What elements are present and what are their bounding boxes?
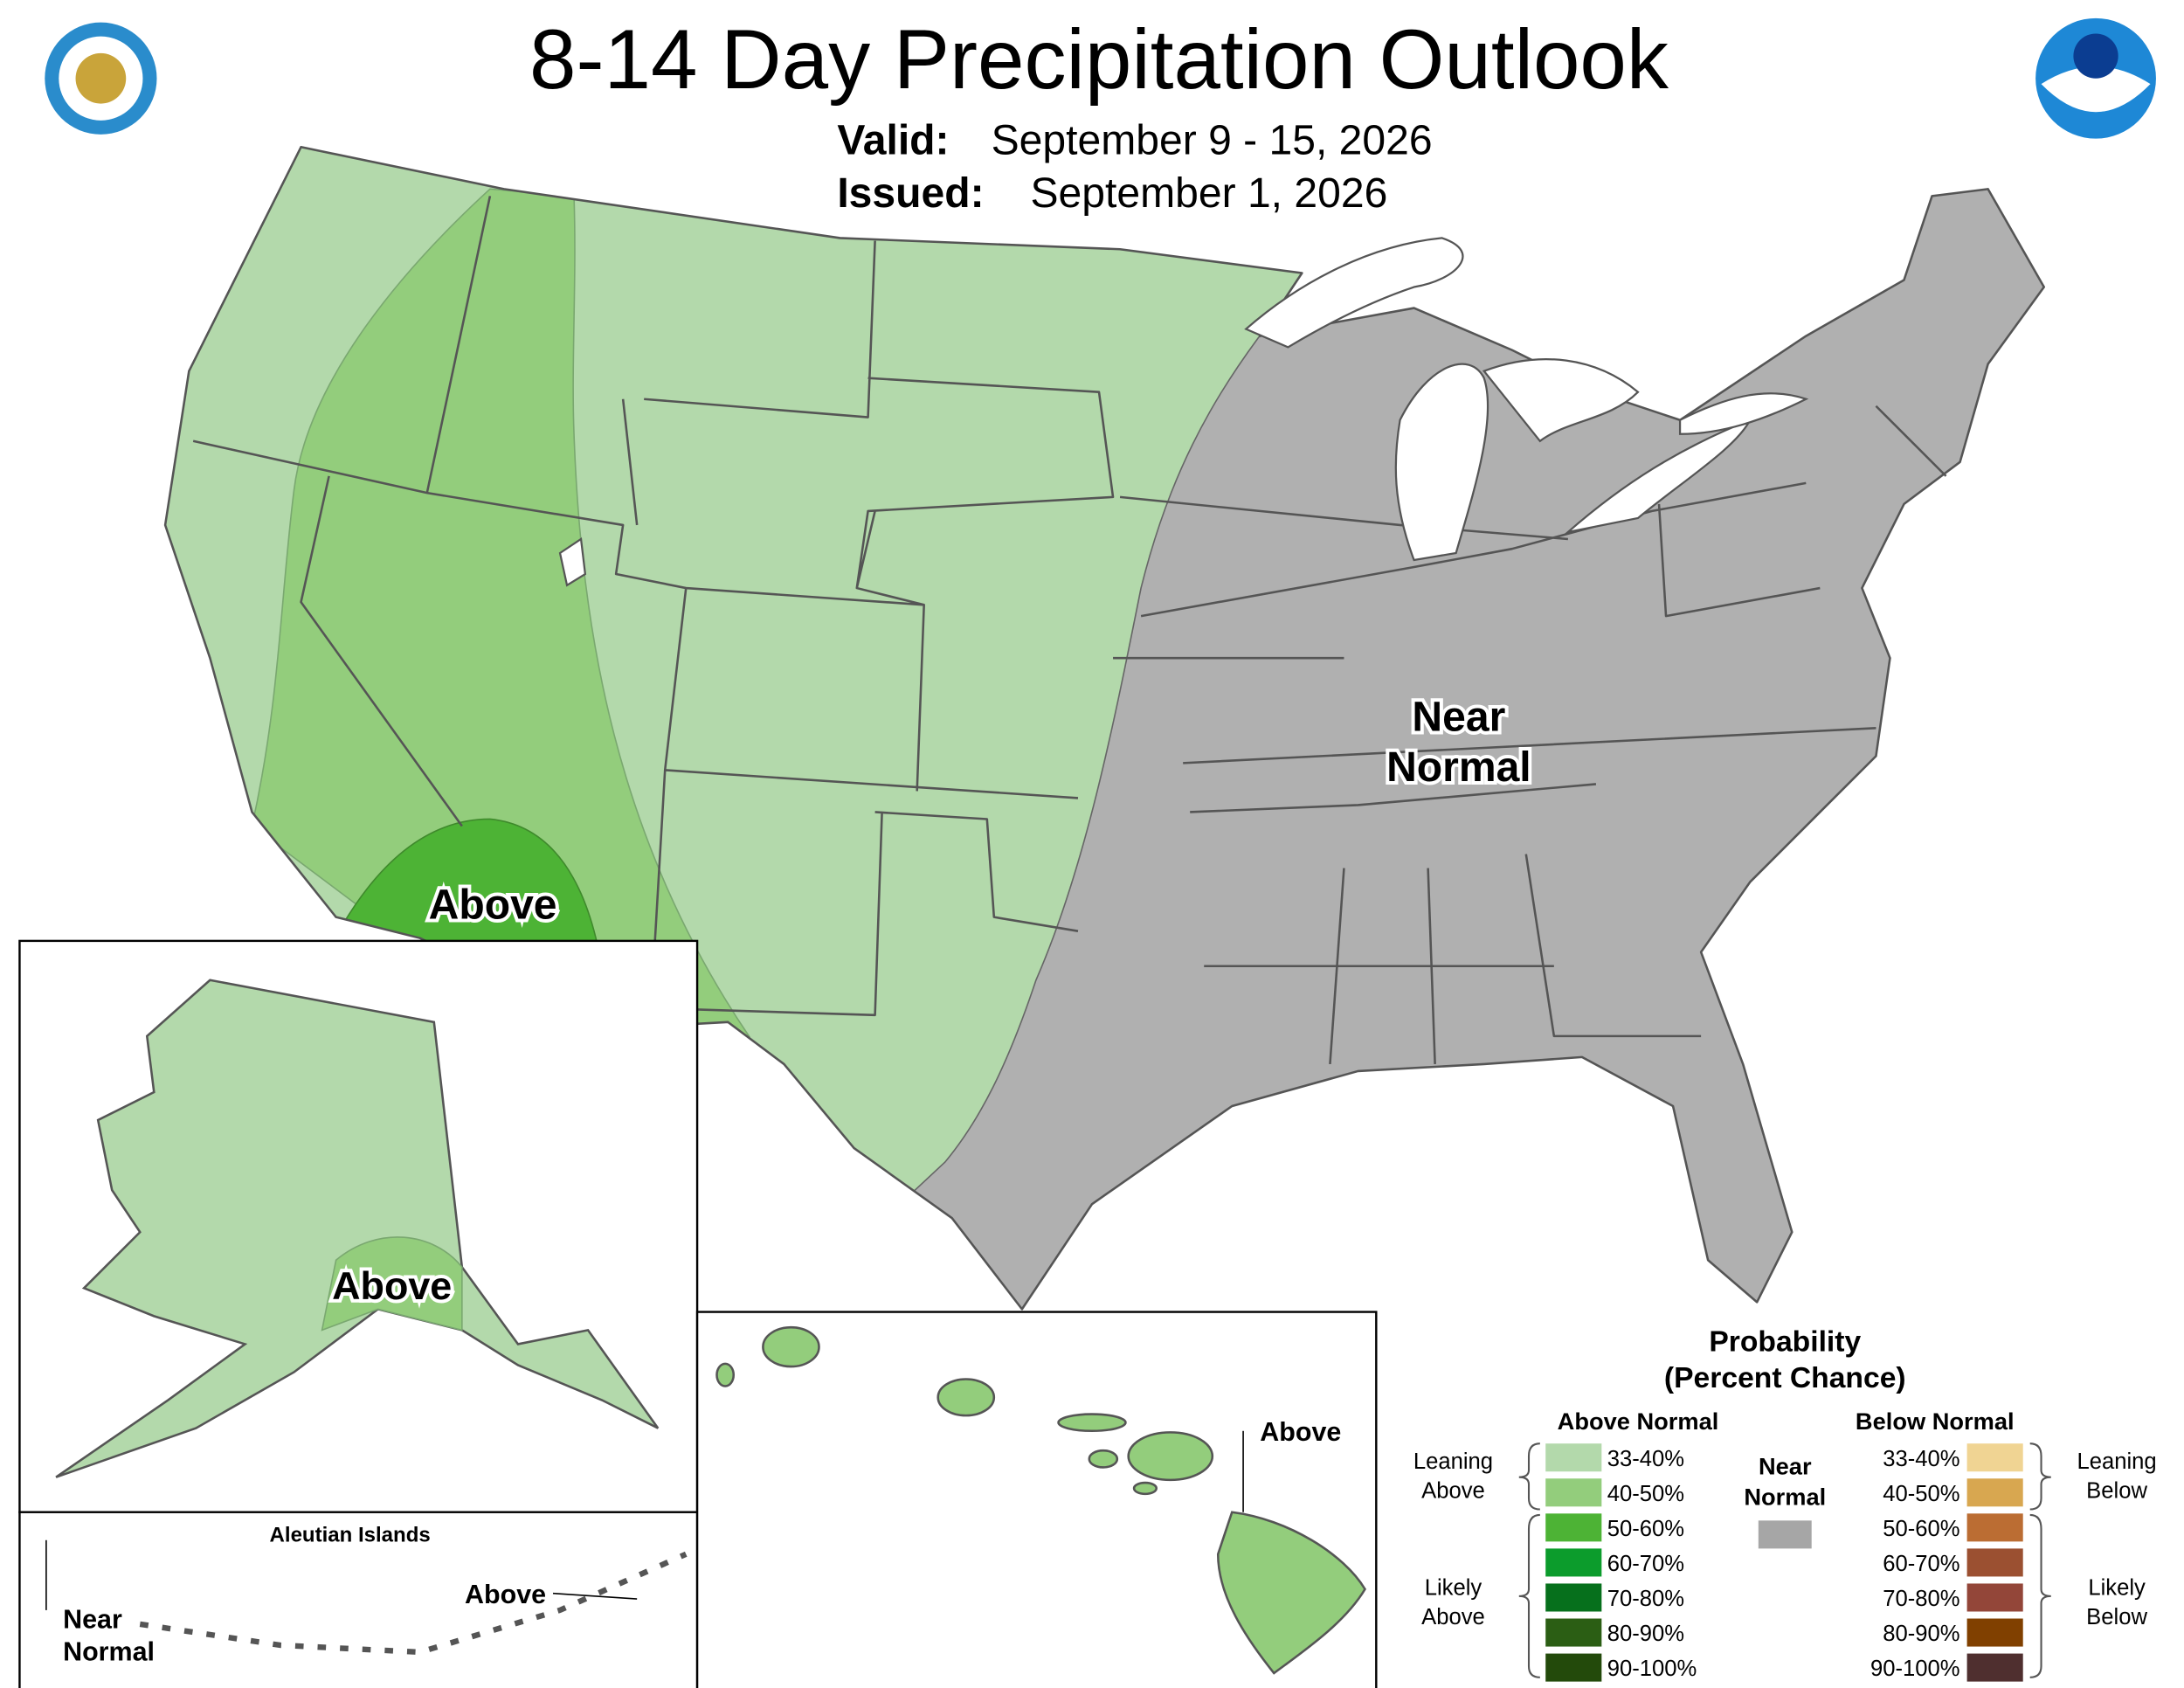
legend-swatch — [1966, 1583, 2023, 1612]
alaska — [55, 979, 660, 1478]
issued-date: September 1, 2026 — [1030, 169, 1387, 217]
side-label: Leaning — [1413, 1449, 1493, 1474]
legend: Probability (Percent Chance) Above Norma… — [1413, 1325, 2157, 1682]
conus-above-label: Above — [429, 881, 557, 928]
aleutian-above-label: Above — [465, 1580, 546, 1609]
legend-swatch — [1966, 1443, 2023, 1472]
title: 8-14 Day Precipitation Outlook — [529, 13, 1669, 107]
legend-swatch — [1545, 1618, 1602, 1647]
state-lines — [192, 196, 1947, 1065]
legend-swatch — [1966, 1653, 2023, 1682]
legend-heading: Below Normal — [1856, 1408, 2015, 1435]
legend-label: 40-50% — [1883, 1482, 1959, 1506]
noaa-logo — [2035, 17, 2156, 139]
legend-label: 80-90% — [1883, 1622, 1959, 1646]
great-lakes — [558, 237, 1809, 587]
side-label: Below — [2086, 1605, 2147, 1629]
aleutian-islands — [139, 1551, 688, 1656]
legend-swatch — [1545, 1478, 1602, 1507]
legend-label: 90-100% — [1870, 1657, 1960, 1681]
legend-label: 33-40% — [1883, 1447, 1959, 1471]
legend-heading: Above Normal — [1558, 1408, 1719, 1435]
pointer — [552, 1592, 638, 1600]
side-label: Likely — [2088, 1575, 2146, 1600]
legend-swatch — [1545, 1548, 1602, 1577]
aleutian-title: Aleutian Islands — [270, 1523, 431, 1546]
legend-swatch — [1545, 1443, 1602, 1472]
legend-label: 50-60% — [1883, 1517, 1959, 1541]
alaska-above-label: Above — [332, 1263, 452, 1308]
legend-label: 60-70% — [1883, 1552, 1959, 1576]
legend-swatch — [1966, 1513, 2023, 1542]
valid-dates: September 9 - 15, 2026 — [992, 116, 1433, 163]
legend-swatch — [1545, 1583, 1602, 1612]
alaska-above-zone — [321, 1236, 463, 1332]
hawaii-islands — [715, 1325, 1366, 1675]
legend-swatch — [1545, 1653, 1602, 1682]
legend-label: 90-100% — [1607, 1657, 1697, 1681]
aleutian-near-label: Normal — [63, 1637, 155, 1667]
side-label: Above — [1421, 1479, 1485, 1504]
legend-swatch — [1966, 1618, 2023, 1647]
side-label: Below — [2086, 1479, 2147, 1504]
side-label: Above — [1421, 1605, 1485, 1629]
legend-swatch — [1545, 1513, 1602, 1542]
legend-label: 33-40% — [1607, 1447, 1684, 1471]
valid-label: Valid: — [837, 116, 949, 163]
near-normal-swatch — [1758, 1520, 1812, 1549]
legend-label: 70-80% — [1883, 1587, 1959, 1611]
legend-title: (Percent Chance) — [1664, 1362, 1906, 1394]
side-label: Likely — [1425, 1575, 1482, 1600]
legend-title: Probability — [1709, 1325, 1861, 1358]
side-label: Leaning — [2077, 1449, 2156, 1474]
legend-swatch — [1966, 1548, 2023, 1577]
commerce-logo — [45, 22, 157, 135]
legend-label: 80-90% — [1607, 1622, 1684, 1646]
legend-label: 40-50% — [1607, 1482, 1684, 1506]
conus-near-label: Near — [1412, 694, 1505, 741]
conus-near-label: Normal — [1386, 744, 1531, 791]
aleutian-near-label: Near — [63, 1605, 122, 1635]
near-normal-label: Near — [1759, 1452, 1812, 1479]
legend-label: 60-70% — [1607, 1552, 1684, 1576]
near-normal-label: Normal — [1744, 1484, 1826, 1511]
legend-braces — [1518, 1442, 2051, 1678]
legend-label: 70-80% — [1607, 1587, 1684, 1611]
legend-swatch — [1966, 1478, 2023, 1507]
issued-label: Issued: — [837, 169, 984, 217]
legend-label: 50-60% — [1607, 1517, 1684, 1541]
hawaii-above-label: Above — [1260, 1417, 1341, 1447]
